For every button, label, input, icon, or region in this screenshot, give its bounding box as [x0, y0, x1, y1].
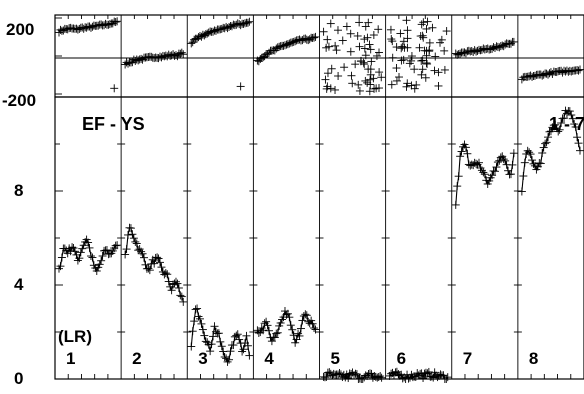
panel-label: 4 [264, 349, 274, 368]
panel-label: 7 [463, 349, 472, 368]
phase-line [455, 41, 514, 56]
amplitude-line [58, 238, 118, 273]
panel-label: 6 [397, 349, 406, 368]
label-units: (LR) [58, 327, 92, 346]
top-ytick-label-200: 200 [6, 20, 34, 39]
panel-1 [55, 17, 122, 275]
panel-label: 1 [66, 349, 75, 368]
amplitude-line [190, 307, 250, 364]
phase-line [521, 69, 581, 80]
label-right: 1 - 7 [549, 114, 584, 134]
panel-6 [385, 16, 452, 383]
panel-dividers [120, 15, 519, 379]
amplitude-line [521, 108, 581, 192]
panel-4 [253, 32, 320, 347]
panel-label: 2 [132, 349, 141, 368]
phase-line [124, 51, 184, 65]
label-left: EF - YS [82, 114, 145, 134]
phase-line [58, 20, 118, 33]
panel-label: 3 [198, 349, 207, 368]
panel-3 [187, 17, 254, 366]
panel-5 [319, 18, 386, 383]
y-axis-ticks [55, 17, 522, 380]
bottom-ytick-label-8: 8 [14, 181, 23, 200]
phase-line [190, 21, 250, 44]
panel-labels: 1 2 3 4 5 6 7 8 [66, 349, 538, 368]
series-layer [55, 16, 584, 383]
panel-label: 8 [529, 349, 538, 368]
amplitude-line [323, 371, 383, 380]
amplitude-line [389, 370, 449, 381]
bottom-ytick-label-0: 0 [14, 369, 23, 388]
bottom-ytick-label-4: 4 [14, 275, 24, 294]
top-ytick-label-neg200: -200 [2, 91, 36, 110]
phase-line [257, 36, 316, 62]
amplitude-line [455, 143, 515, 205]
panel-8 [517, 65, 584, 196]
panel-2 [121, 48, 188, 306]
panel-7 [451, 37, 518, 209]
amplitude-line [124, 227, 184, 303]
panel-label: 5 [331, 349, 340, 368]
amplitude-line [256, 309, 316, 345]
